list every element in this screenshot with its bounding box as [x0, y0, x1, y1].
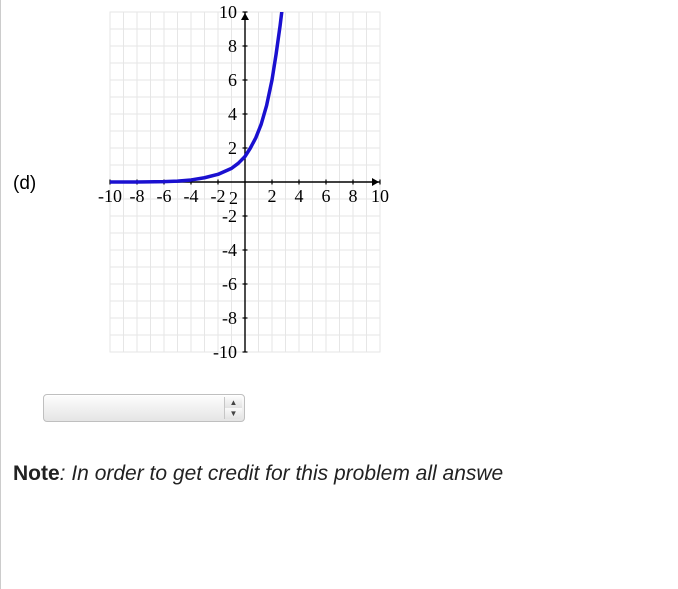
svg-text:6: 6 — [228, 70, 237, 90]
svg-text:8: 8 — [228, 36, 237, 56]
svg-text:10: 10 — [219, 4, 237, 22]
svg-text:6: 6 — [322, 186, 331, 206]
svg-text:2: 2 — [228, 138, 237, 158]
svg-text:2: 2 — [268, 186, 277, 206]
svg-text:-6: -6 — [222, 274, 237, 294]
note-text: : In order to get credit for this proble… — [60, 462, 504, 485]
svg-text:2: 2 — [229, 188, 238, 208]
svg-text:-8: -8 — [130, 186, 145, 206]
svg-text:-4: -4 — [222, 240, 237, 260]
svg-text:-2: -2 — [211, 186, 226, 206]
chevron-down-icon: ▼ — [224, 408, 242, 419]
svg-text:-10: -10 — [98, 186, 122, 206]
svg-text:8: 8 — [349, 186, 358, 206]
svg-text:-2: -2 — [222, 206, 237, 226]
svg-text:-10: -10 — [213, 342, 237, 362]
svg-text:-8: -8 — [222, 308, 237, 328]
svg-text:-4: -4 — [184, 186, 199, 206]
part-label: (d) — [13, 173, 36, 195]
svg-text:4: 4 — [295, 186, 304, 206]
note-bold: Note — [13, 462, 60, 485]
svg-text:10: 10 — [371, 186, 389, 206]
chevron-up-icon: ▲ — [224, 397, 242, 408]
stepper-icon: ▲ ▼ — [224, 397, 242, 419]
svg-text:4: 4 — [228, 104, 237, 124]
exponential-chart: -10-8-6-4-2246810-10-8-6-4-22468102 — [40, 4, 400, 364]
svg-text:-6: -6 — [157, 186, 172, 206]
answer-select[interactable]: ▲ ▼ — [43, 394, 245, 422]
credit-note: Note: In order to get credit for this pr… — [13, 462, 678, 486]
